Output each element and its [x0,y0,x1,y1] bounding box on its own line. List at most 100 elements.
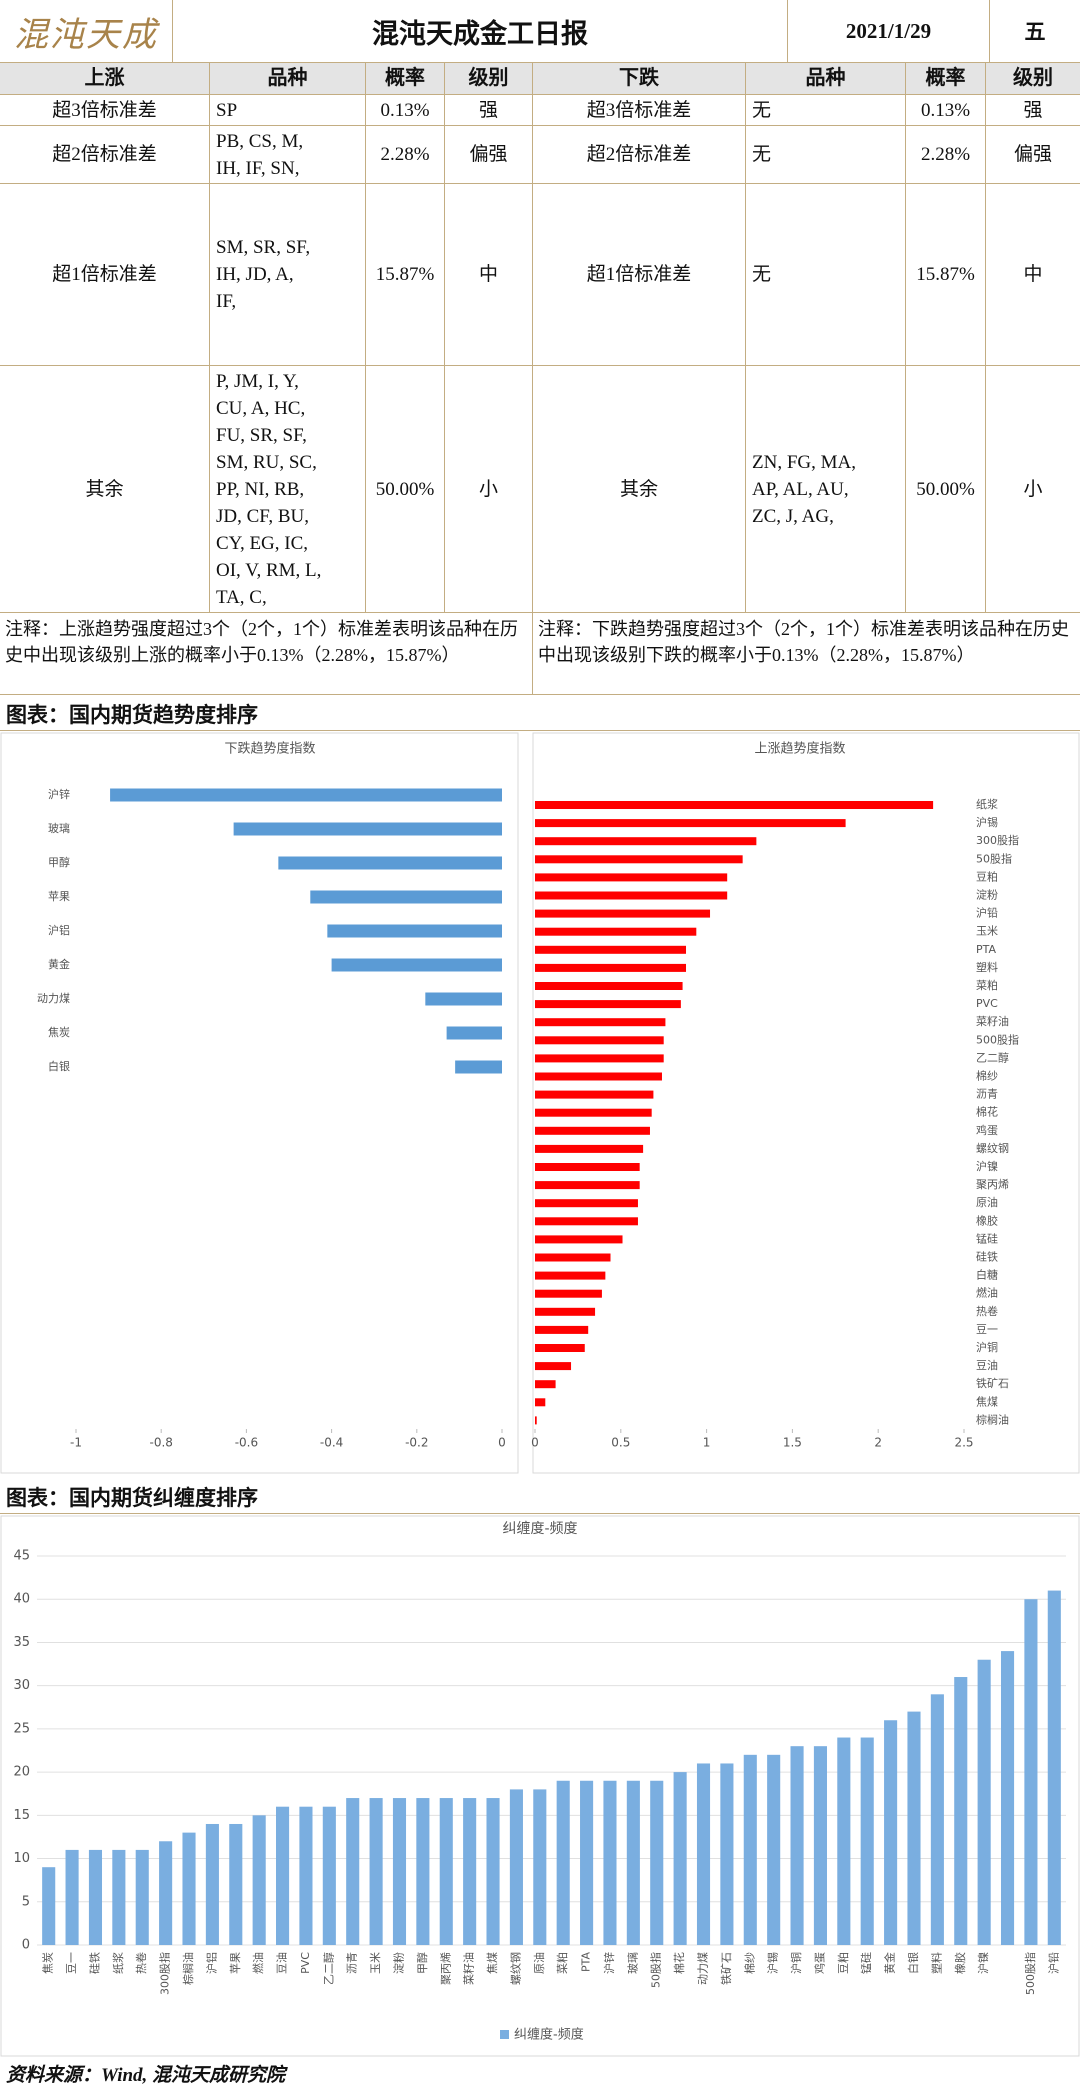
table-cell: 50.00% [906,366,986,613]
category-label: 焦炭 [48,1026,70,1039]
x-tick-label: 白银 [906,1952,920,1974]
x-tick-label: -0.2 [405,1436,428,1450]
category-label: 300股指 [976,833,1019,847]
bar [535,1108,652,1117]
x-tick-label: 棉纱 [742,1952,756,1974]
table-cell: 强 [445,95,533,126]
category-label: 淀粉 [976,888,998,902]
bar [535,1398,546,1407]
table-cell: P, JM, I, Y, CU, A, HC, FU, SR, SF, SM, RU,… [210,366,366,613]
category-label: 玻璃 [48,821,70,835]
bar [455,1060,502,1074]
table-cell: 其余 [0,366,210,613]
variety-line: OI, V, RM, L, [216,559,322,581]
bar [535,1307,596,1316]
bar [535,1325,589,1334]
category-label: PTA [976,943,996,956]
bar [327,924,502,938]
note: 注释：上涨趋势强度超过3个（2个，1个）标准差表明该品种在历史中出现该级别上涨的… [0,613,533,695]
bar [884,1720,898,1945]
category-label: 豆粕 [976,869,998,883]
x-tick-label: 300股指 [158,1952,172,1995]
category-label: 乙二醇 [976,1050,1009,1064]
x-tick-label: 铁矿石 [720,1952,733,1985]
variety-line: SP [216,99,238,121]
bar [535,837,757,846]
bar [535,1217,638,1226]
x-tick-label: PTA [580,1952,593,1972]
bar [535,1362,572,1371]
x-tick-label: 乙二醇 [321,1952,335,1985]
y-tick-label: 30 [13,1678,30,1693]
variety-line: ZN, FG, MA, [752,451,856,473]
table-cell: 超3倍标准差 [533,95,746,126]
x-tick-label: 苹果 [228,1952,242,1974]
x-tick-label: 0.5 [611,1436,630,1450]
bar [252,1815,266,1945]
category-label: 螺纹钢 [976,1141,1009,1155]
x-tick-label: 沪铜 [789,1952,803,1974]
bar [331,958,502,972]
report-date: 2021/1/29 [788,0,990,63]
x-tick-label: 玉米 [369,1952,382,1974]
variety-line: ZC, J, AG, [752,505,834,527]
category-label: 菜籽油 [976,1014,1009,1028]
x-tick-label: 豆油 [275,1952,289,1974]
y-tick-label: 45 [13,1549,30,1564]
variety-line: JD, CF, BU, [216,505,309,527]
y-tick-label: 40 [13,1592,30,1607]
bar [65,1849,79,1945]
variety-line: TA, C, [216,586,267,608]
category-label: 苹果 [48,889,70,903]
bar [535,1253,611,1262]
variety-line: 无 [752,144,772,165]
bar [907,1711,921,1945]
legend-swatch [500,2030,509,2039]
chart-title: 下跌趋势度指数 [224,741,315,757]
category-label: 原油 [976,1195,998,1209]
category-label: 500股指 [976,1032,1019,1046]
variety-line: PB, CS, M, [216,130,304,152]
y-tick-label: 25 [13,1721,30,1736]
table-cell: 2.28% [366,126,445,184]
x-tick-label: 沪锌 [602,1952,616,1974]
variety-line: 无 [752,99,772,121]
bar [954,1677,968,1945]
y-tick-label: 10 [13,1851,30,1866]
x-tick-label: 热卷 [134,1952,148,1974]
bar [135,1849,149,1945]
header-cell: 概率 [906,63,986,95]
footer: 资料来源：Wind, 混沌天成研究院 [6,2065,286,2086]
bar [535,1090,654,1099]
bar [603,1780,617,1945]
x-tick-label: 硅铁 [88,1952,101,1974]
variety-line: 无 [752,264,772,285]
table-cell: 中 [445,184,533,366]
category-label: 棉花 [976,1105,998,1119]
bar [535,1000,681,1009]
bar [229,1823,243,1945]
bar [535,982,683,990]
bar [346,1798,360,1945]
panel [532,732,1080,1474]
table-cell: 超1倍标准差 [0,184,210,366]
x-tick-label: 2 [874,1436,882,1450]
bar [88,1849,103,1945]
x-tick-label: 菜粕 [555,1952,569,1974]
bar [439,1798,453,1945]
table-cell: 超2倍标准差 [0,126,210,184]
table-cell: 强 [986,95,1080,126]
bar [112,1849,126,1945]
bar [535,801,934,809]
bar [1047,1590,1061,1945]
panel [0,1515,1080,2057]
bar [650,1780,664,1945]
x-tick-label: 塑料 [929,1952,943,1974]
x-tick-label: 0 [531,1436,539,1450]
table-cell: 无 [746,95,906,126]
header-cell: 品种 [210,63,366,95]
category-label: 鸡蛋 [976,1123,998,1137]
x-tick-label: 豆粕 [836,1952,850,1974]
variety-line: FU, SR, SF, [216,424,307,446]
